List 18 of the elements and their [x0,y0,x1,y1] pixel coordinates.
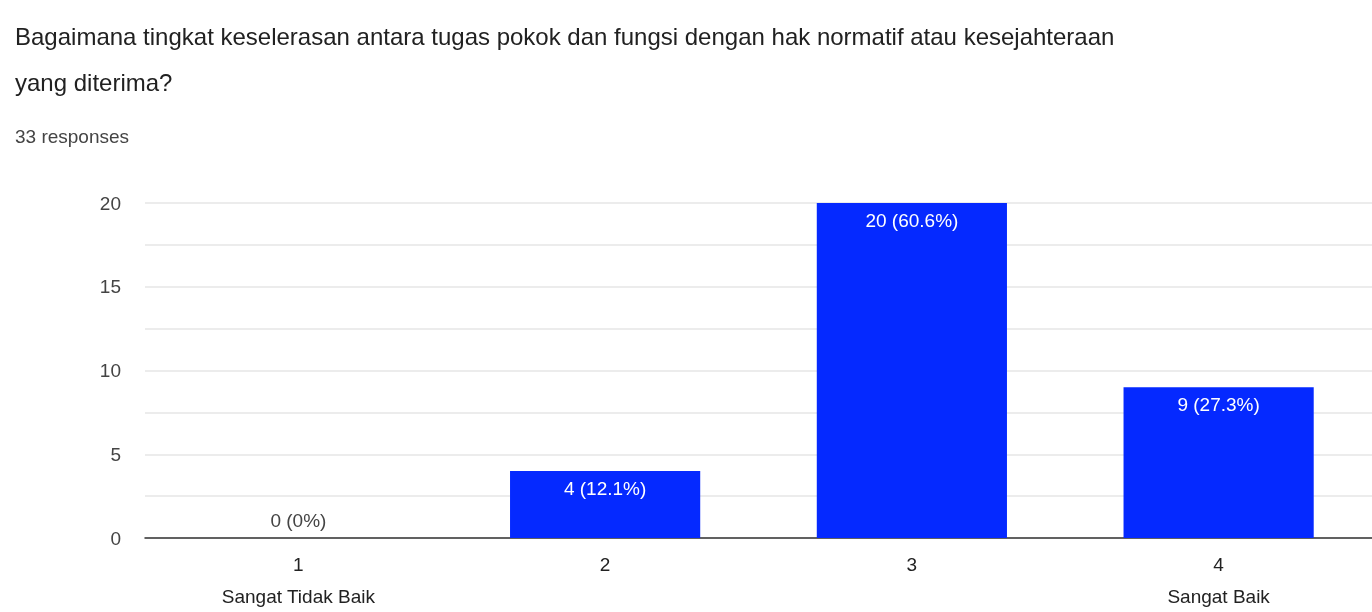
x-tick-label: 1 Sangat Tidak Baik [221,553,376,607]
y-tick-label: 5 [110,443,121,465]
y-tick-label: 20 [99,192,121,214]
bar [816,203,1007,538]
bar [510,471,701,538]
y-tick-label: 15 [99,276,121,298]
x-tick-label: 2 [599,553,611,575]
chart-title: Bagaimana tingkat keselerasan antara tugas pokok dan fungsi dengan hak normatif atau kesejahteraan yang diterima? [15,22,1122,96]
chart-subtitle: 33 responses [15,126,130,147]
y-tick-label: 0 [110,527,121,549]
data-label: 20 (60.6%) [865,210,959,231]
x-tick-label: 3 [906,553,918,575]
x-tick-label: 4 Sangat Baik [1167,553,1271,607]
data-label: 9 (27.3%) [1177,394,1260,416]
bar [1123,387,1314,538]
data-label: 0 (0%) [270,510,327,531]
data-label: 4 (12.1%) [563,478,647,499]
y-tick-label: 10 [99,360,121,381]
